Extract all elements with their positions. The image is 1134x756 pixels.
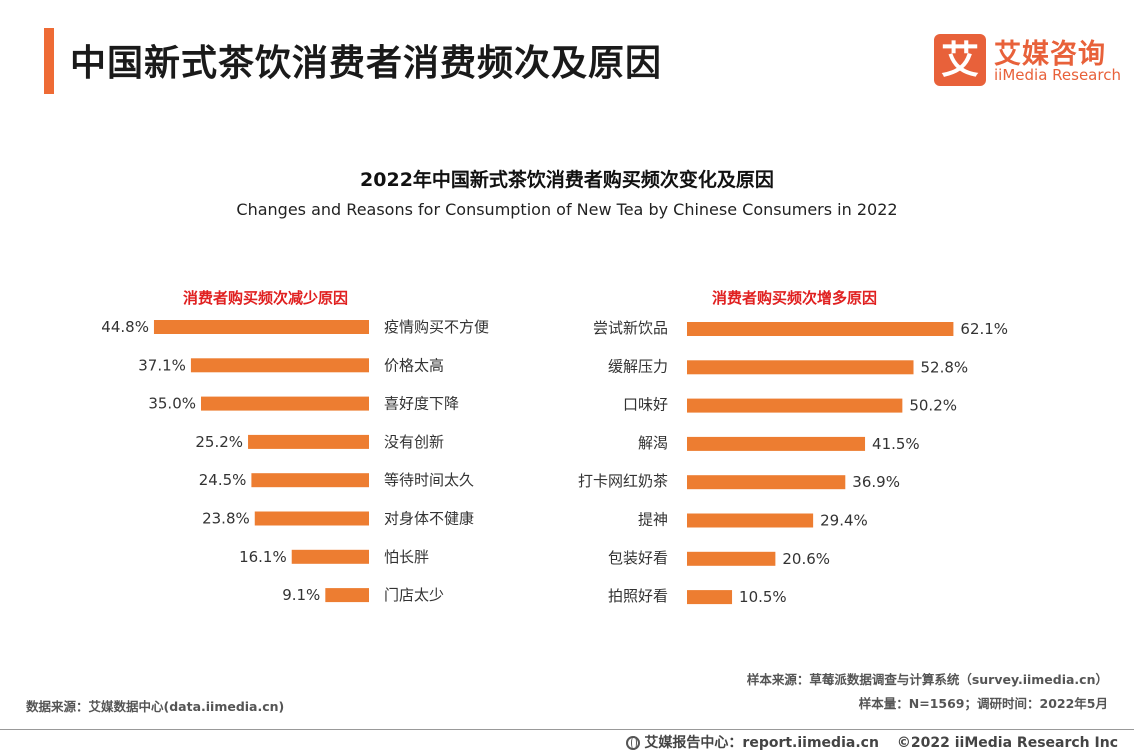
increase-bar — [687, 398, 903, 413]
increase-value-label: 41.5% — [872, 435, 920, 453]
decrease-value-label: 35.0% — [148, 395, 196, 413]
decrease-bar — [248, 434, 369, 449]
decrease-value-label: 44.8% — [101, 318, 149, 336]
increase-bar — [687, 360, 914, 375]
increase-category-label: 拍照好看 — [608, 587, 668, 605]
decrease-bar — [251, 473, 369, 488]
increase-value-label: 50.2% — [909, 397, 957, 415]
copyright: ©2022 iiMedia Research Inc — [896, 735, 1118, 751]
increase-reasons-title: 消费者购买频次增多原因 — [712, 289, 878, 307]
increase-bar — [687, 475, 846, 490]
iimedia-logo: 艾 艾媒咨询 iiMedia Research — [934, 34, 1121, 88]
decrease-reasons-title: 消费者购买频次减少原因 — [183, 289, 349, 307]
increase-bar — [687, 551, 776, 566]
increase-value-label: 29.4% — [820, 512, 868, 530]
decrease-bar — [291, 549, 369, 564]
footer-divider — [0, 729, 1134, 730]
decrease-value-label: 23.8% — [202, 510, 250, 528]
decrease-value-label: 16.1% — [239, 548, 287, 566]
decrease-value-label: 25.2% — [195, 433, 243, 451]
decrease-bar — [201, 396, 369, 411]
decrease-category-label: 门店太少 — [384, 586, 444, 604]
decrease-category-label: 喜好度下降 — [384, 395, 459, 413]
decrease-category-label: 等待时间太久 — [384, 471, 474, 489]
increase-value-label: 52.8% — [921, 358, 969, 376]
sample-source: 样本来源：草莓派数据调查与计算系统（survey.iimedia.cn） — [746, 672, 1108, 687]
increase-value-label: 62.1% — [960, 320, 1008, 338]
footer: 艾媒报告中心：report.iimedia.cn ©2022 iiMedia Re… — [626, 732, 1118, 752]
increase-category-label: 缓解压力 — [608, 357, 668, 375]
increase-value-label: 36.9% — [852, 473, 900, 491]
increase-category-label: 包装好看 — [608, 549, 668, 567]
logo-mark: 艾 — [934, 34, 986, 86]
decrease-category-label: 疫情购买不方便 — [384, 318, 489, 336]
decrease-category-label: 对身体不健康 — [384, 510, 474, 528]
increase-category-label: 提神 — [638, 511, 668, 529]
globe-icon — [626, 736, 641, 750]
report-center-link[interactable]: 艾媒报告中心：report.iimedia.cn — [644, 735, 879, 751]
decrease-value-label: 37.1% — [138, 356, 186, 374]
logo-en-text: iiMedia Research — [994, 66, 1121, 84]
decrease-value-label: 9.1% — [282, 586, 320, 604]
data-source: 数据来源：艾媒数据中心(data.iimedia.cn) — [26, 699, 285, 714]
increase-bar — [687, 322, 954, 336]
increase-category-label: 打卡网红奶茶 — [578, 472, 668, 490]
sample-size: 样本量：N=1569；调研时间：2022年5月 — [858, 696, 1108, 711]
increase-bar — [687, 513, 814, 528]
increase-category-label: 解渴 — [638, 434, 668, 452]
decrease-category-label: 怕长胖 — [384, 548, 429, 566]
increase-bar — [687, 590, 733, 605]
increase-value-label: 20.6% — [782, 550, 830, 568]
logo-cn-text: 艾媒咨询 — [994, 39, 1106, 70]
decrease-value-label: 24.5% — [199, 471, 247, 489]
increase-category-label: 口味好 — [623, 396, 668, 414]
page-title: 中国新式茶饮消费者消费频次及原因 — [70, 43, 663, 84]
decrease-category-label: 没有创新 — [384, 433, 444, 451]
decrease-category-label: 价格太高 — [384, 356, 444, 374]
increase-bar — [687, 436, 866, 451]
chart-title: 2022年中国新式茶饮消费者购买频次变化及原因 — [360, 169, 774, 191]
chart-subtitle: Changes and Reasons for Consumption of N… — [236, 200, 898, 219]
increase-category-label: 尝试新饮品 — [593, 319, 668, 337]
title-accent-bar — [44, 28, 54, 94]
decrease-bar — [190, 358, 369, 373]
increase-value-label: 10.5% — [739, 588, 787, 606]
decrease-bar — [325, 588, 369, 603]
decrease-bar — [254, 511, 369, 526]
decrease-bar — [153, 320, 369, 334]
